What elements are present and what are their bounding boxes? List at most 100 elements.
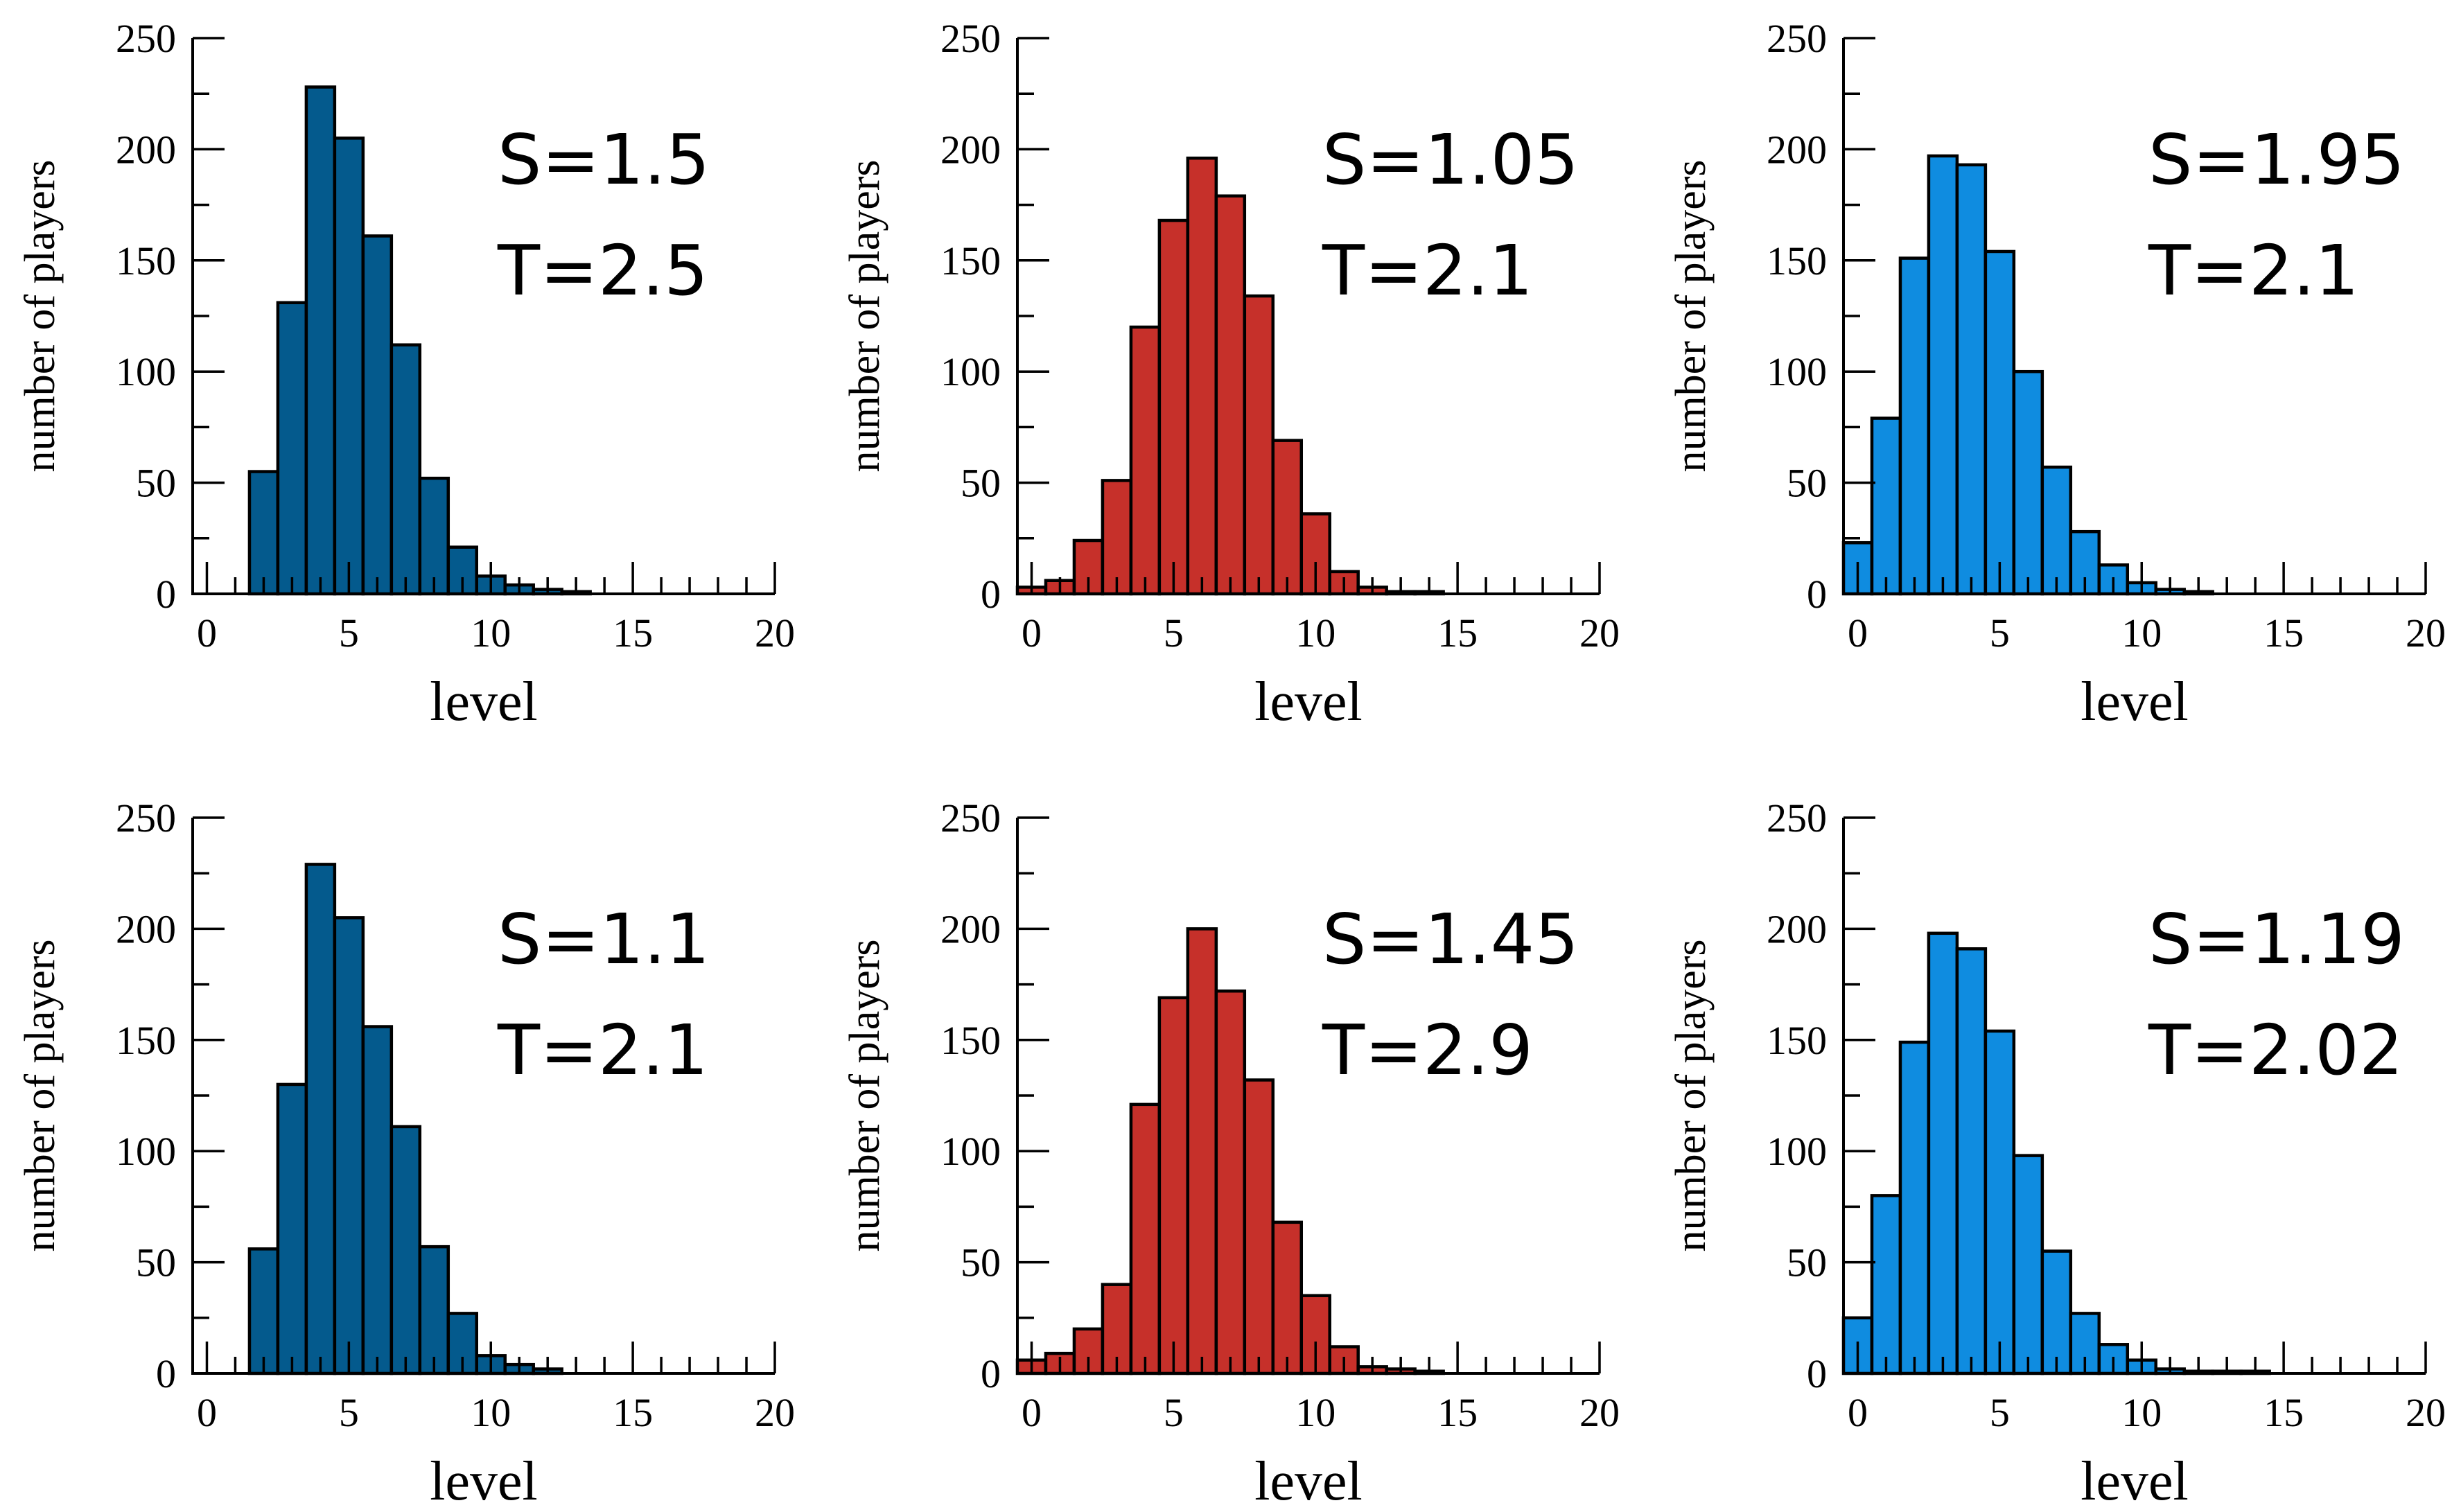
bars-group xyxy=(1015,156,1445,596)
x-ticks xyxy=(205,1342,776,1373)
bars-group xyxy=(247,863,563,1375)
annotation-s-value: S=1.45 xyxy=(1322,899,1579,980)
annotation-s-value: S=1.19 xyxy=(2148,899,2405,980)
x-tick-label: 10 xyxy=(471,610,511,656)
bars-group xyxy=(247,85,592,596)
y-tick-label: 150 xyxy=(940,238,1001,283)
y-tick-label: 50 xyxy=(961,1240,1001,1285)
y-axis-label: number of players xyxy=(1667,159,1715,472)
y-tick-label: 100 xyxy=(116,349,176,394)
bar-level-1 xyxy=(1870,1194,1902,1375)
annotation-t-value: T=2.1 xyxy=(2148,230,2359,311)
x-tick-label: 10 xyxy=(471,1390,511,1435)
y-tick-label: 0 xyxy=(156,1351,176,1396)
bar-level-6 xyxy=(361,1025,394,1375)
x-tick-label: 20 xyxy=(2406,1390,2446,1435)
x-tick-label: 15 xyxy=(1437,1390,1478,1435)
bar-level-3 xyxy=(276,301,308,596)
bar-level-6 xyxy=(1186,156,1218,596)
bar-level-8 xyxy=(1243,294,1275,596)
bar-level-7 xyxy=(1214,194,1247,596)
y-axis-label: number of players xyxy=(841,939,888,1251)
bar-level-5 xyxy=(1157,996,1190,1375)
y-ticks xyxy=(1843,37,1875,595)
x-tick-label: 10 xyxy=(1295,1390,1335,1435)
x-tick-label: 5 xyxy=(1990,610,2010,656)
bar-level-6 xyxy=(361,234,394,596)
y-tick-label: 150 xyxy=(116,238,176,283)
bar-level-7 xyxy=(2040,1249,2073,1375)
y-tick-label: 250 xyxy=(1767,795,1827,841)
x-axis-label: level xyxy=(430,1451,537,1512)
y-tick-label: 200 xyxy=(1767,906,1827,951)
bar-level-2 xyxy=(247,1247,280,1375)
x-tick-label: 15 xyxy=(1437,610,1478,656)
bar-level-6 xyxy=(1186,927,1218,1375)
x-tick-label: 0 xyxy=(197,1390,217,1435)
annotation-t-value: T=2.9 xyxy=(1322,1010,1533,1091)
bar-level-6 xyxy=(2012,369,2044,596)
y-axis-label: number of players xyxy=(841,159,888,472)
y-tick-label: 0 xyxy=(156,572,176,617)
bar-level-5 xyxy=(1157,218,1190,596)
x-tick-label: 15 xyxy=(2263,610,2304,656)
bar-level-4 xyxy=(1129,1102,1162,1375)
y-ticks xyxy=(193,816,225,1375)
bar-level-9 xyxy=(1271,1220,1304,1375)
y-tick-label: 0 xyxy=(1807,572,1827,617)
bar-level-4 xyxy=(304,85,337,596)
bar-level-2 xyxy=(1898,1040,1931,1375)
bar-level-4 xyxy=(1129,325,1162,596)
annotation-s-value: S=1.05 xyxy=(1322,119,1579,200)
bar-level-2 xyxy=(1898,256,1931,596)
y-ticks xyxy=(1017,816,1049,1375)
bar-level-7 xyxy=(1214,989,1247,1375)
bar-level-2 xyxy=(247,470,280,596)
x-axis-label: level xyxy=(2081,1451,2188,1512)
x-tick-label: 20 xyxy=(2406,610,2446,656)
x-tick-label: 20 xyxy=(1579,1390,1620,1435)
x-tick-label: 0 xyxy=(197,610,217,656)
y-tick-label: 250 xyxy=(1767,16,1827,61)
y-tick-label: 150 xyxy=(116,1018,176,1063)
x-ticks xyxy=(1856,562,2427,594)
bar-level-3 xyxy=(1927,931,1959,1375)
x-tick-label: 10 xyxy=(1295,610,1335,656)
y-axis-label: number of players xyxy=(17,159,64,472)
x-tick-label: 10 xyxy=(2121,1390,2162,1435)
bar-level-3 xyxy=(1927,154,1959,596)
y-ticks xyxy=(1843,816,1875,1375)
x-tick-label: 10 xyxy=(2121,610,2162,656)
bar-level-5 xyxy=(333,916,365,1375)
y-tick-label: 50 xyxy=(1787,461,1827,506)
y-tick-label: 50 xyxy=(961,461,1001,506)
y-tick-label: 100 xyxy=(116,1129,176,1174)
y-tick-label: 0 xyxy=(981,1351,1001,1396)
annotation-s-value: S=1.1 xyxy=(498,899,710,980)
y-tick-label: 50 xyxy=(1787,1240,1827,1285)
annotation-s-value: S=1.95 xyxy=(2148,119,2405,200)
x-tick-label: 0 xyxy=(1022,1390,1042,1435)
bar-level-7 xyxy=(389,1125,422,1375)
y-tick-label: 100 xyxy=(1767,349,1827,394)
x-tick-label: 5 xyxy=(339,610,359,656)
bar-level-9 xyxy=(1271,439,1304,596)
y-tick-label: 250 xyxy=(116,16,176,61)
x-axis-label: level xyxy=(1254,1451,1362,1512)
bar-level-4 xyxy=(1955,947,1988,1375)
annotation-t-value: T=2.1 xyxy=(1322,230,1533,311)
x-axis-label: level xyxy=(430,671,537,732)
bars-group xyxy=(1841,931,2271,1375)
annotation-t-value: T=2.02 xyxy=(2148,1010,2403,1091)
x-tick-label: 20 xyxy=(755,610,795,656)
x-ticks xyxy=(205,562,776,594)
bar-level-7 xyxy=(2040,465,2073,596)
y-tick-label: 0 xyxy=(1807,1351,1827,1396)
y-ticks xyxy=(1017,37,1049,595)
bar-level-4 xyxy=(1955,163,1988,596)
bar-level-8 xyxy=(418,476,450,596)
